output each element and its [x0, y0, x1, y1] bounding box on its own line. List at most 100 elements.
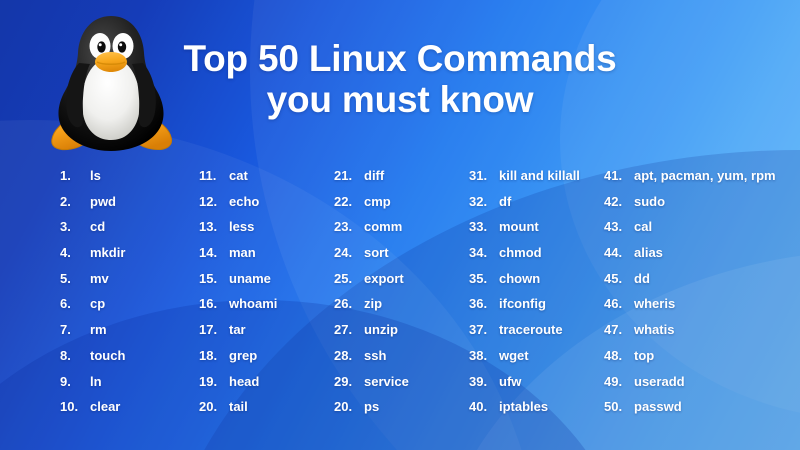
command-number: 36. [469, 296, 488, 312]
command-number: 32. [469, 193, 488, 209]
command-row: 45. dd [604, 271, 776, 297]
command-row: 49. useradd [604, 374, 776, 400]
command-column-4: 31. kill and killall 32. df 33. mount 34. chmod… [469, 168, 580, 425]
command-number: 29. [334, 373, 353, 389]
command-number: 28. [334, 347, 353, 363]
command-number: 38. [469, 347, 488, 363]
command-number: 25. [334, 270, 353, 286]
command-row: 21. diff [334, 168, 409, 194]
command-name: iptables [499, 399, 549, 415]
command-row: 22. cmp [334, 194, 409, 220]
command-number: 19. [199, 373, 218, 389]
command-name: uname [229, 270, 271, 286]
command-number: 14. [199, 245, 218, 261]
command-row: 24. sort [334, 245, 409, 271]
command-name: zip [364, 296, 383, 312]
command-name: ssh [364, 347, 387, 363]
command-column-5: 41. apt, pacman, yum, rpm 42. sudo 43. cal 44.… [604, 168, 776, 425]
command-name: touch [90, 347, 126, 363]
command-number: 34. [469, 245, 488, 261]
command-name: traceroute [499, 322, 563, 338]
command-name: cal [634, 219, 653, 235]
command-number: 17. [199, 322, 218, 338]
command-name: kill and killall [499, 168, 580, 183]
command-number: 5. [60, 270, 71, 286]
command-number: 12. [199, 193, 218, 209]
command-number: 9. [60, 373, 71, 389]
command-row: 42. sudo [604, 194, 776, 220]
command-name: wget [499, 347, 529, 363]
command-name: man [229, 245, 256, 261]
command-name: ps [364, 399, 380, 415]
command-number: 3. [60, 219, 71, 235]
command-name: sudo [634, 193, 666, 209]
command-row: 33. mount [469, 219, 580, 245]
command-row: 44. alias [604, 245, 776, 271]
command-row: 13. less [199, 219, 277, 245]
command-number: 33. [469, 219, 488, 235]
command-name: clear [90, 399, 121, 415]
linux-tux-penguin-logo [38, 6, 184, 154]
command-number: 26. [334, 296, 353, 312]
command-row: 10. clear [60, 399, 125, 425]
command-number: 27. [334, 322, 353, 338]
command-name: df [499, 193, 512, 209]
command-row: 40. iptables [469, 399, 580, 425]
command-row: 50. passwd [604, 399, 776, 425]
command-name: wheris [634, 296, 676, 312]
command-name: diff [364, 168, 385, 183]
command-row: 20. tail [199, 399, 277, 425]
command-number: 31. [469, 168, 488, 183]
command-row: 4. mkdir [60, 245, 125, 271]
command-row: 46. wheris [604, 296, 776, 322]
command-name: mount [499, 219, 539, 235]
command-row: 1. ls [60, 168, 125, 194]
command-name: echo [229, 193, 260, 209]
command-number: 6. [60, 296, 71, 312]
command-number: 35. [469, 270, 488, 286]
command-row: 3. cd [60, 219, 125, 245]
command-row: 31. kill and killall [469, 168, 580, 194]
command-row: 14. man [199, 245, 277, 271]
command-list: 1. ls 2. pwd 3. cd 4. mkdir 5. mv 6. cp 7. rm 8. touch 9… [0, 168, 800, 428]
command-name: ln [90, 373, 102, 389]
command-row: 8. touch [60, 348, 125, 374]
command-row: 26. zip [334, 296, 409, 322]
command-number: 13. [199, 219, 218, 235]
command-name: cmp [364, 193, 391, 209]
command-number: 46. [604, 296, 623, 312]
command-number: 24. [334, 245, 353, 261]
title-line-1: Top 50 Linux Commands [183, 38, 617, 79]
command-name: whoami [229, 296, 278, 312]
command-row: 7. rm [60, 322, 125, 348]
command-name: mkdir [90, 245, 126, 261]
command-row: 29. service [334, 374, 409, 400]
command-row: 35. chown [469, 271, 580, 297]
command-name: alias [634, 245, 663, 261]
command-row: 41. apt, pacman, yum, rpm [604, 168, 776, 194]
command-name: head [229, 373, 260, 389]
command-name: top [634, 347, 655, 363]
command-number: 8. [60, 347, 71, 363]
poster-header: Top 50 Linux Commands you must know [0, 0, 800, 160]
command-name: comm [364, 219, 403, 235]
command-name: cat [229, 168, 248, 183]
command-row: 39. ufw [469, 374, 580, 400]
command-number: 7. [60, 322, 71, 338]
command-row: 11. cat [199, 168, 277, 194]
command-row: 5. mv [60, 271, 125, 297]
command-name: ls [90, 168, 101, 183]
command-number: 15. [199, 270, 218, 286]
page-title: Top 50 Linux Commands you must know [180, 38, 620, 120]
command-name: pwd [90, 193, 116, 209]
command-row: 12. echo [199, 194, 277, 220]
command-row: 25. export [334, 271, 409, 297]
command-name: ufw [499, 373, 522, 389]
command-name: service [364, 373, 409, 389]
command-row: 38. wget [469, 348, 580, 374]
command-number: 45. [604, 270, 623, 286]
command-number: 39. [469, 373, 488, 389]
command-row: 28. ssh [334, 348, 409, 374]
command-name: whatis [634, 322, 675, 338]
